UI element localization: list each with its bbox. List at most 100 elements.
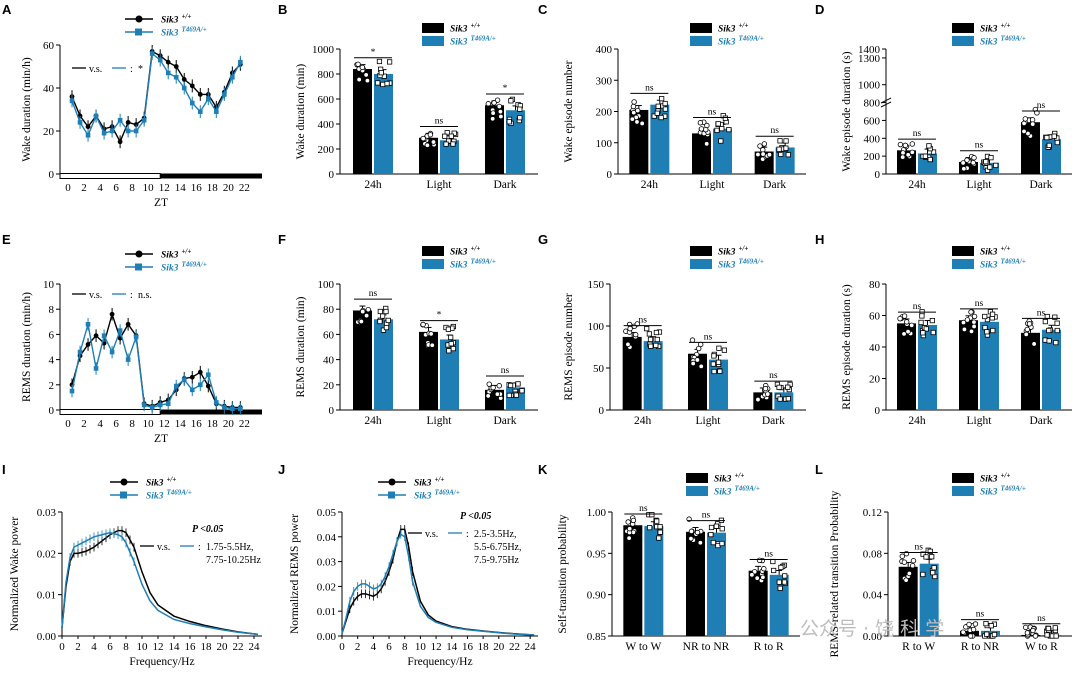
legend-swatch [952,246,974,256]
data-point [778,564,784,571]
data-point [657,529,663,535]
annotation-range: 7.75-10.25Hz [206,555,262,566]
data-point [1024,630,1031,636]
light-phase-bar [59,409,161,415]
data-point [991,631,998,638]
panel-label: E [2,232,11,247]
legend-swatch [422,246,444,256]
data-point [85,342,91,347]
x-category-label: NR to NR [683,641,730,653]
data-point [238,406,243,412]
data-point [491,100,497,106]
data-point [165,401,171,406]
x-tick-label: 12 [153,641,164,653]
data-point [1045,625,1052,632]
data-point [181,377,187,383]
data-point [651,113,657,119]
legend-marker [388,491,395,499]
legend-superscript: +/+ [470,22,480,30]
x-category-label: Light [967,415,993,427]
legend-label: Sik3 +/+ [714,472,744,485]
data-point [776,384,782,390]
data-point [653,342,659,349]
data-point [960,160,966,166]
panel-b: B 0 200 400 600 800 1000 Wake duration (min) 24h… [278,2,538,191]
data-point [117,117,123,123]
x-tick-label: 0 [65,418,71,430]
data-point [777,396,783,402]
data-point [230,74,235,80]
data-point [630,517,637,524]
significance-label: ns [708,107,717,117]
data-point [508,98,514,104]
y-tick-label: 0 [49,405,55,417]
data-point [513,392,519,398]
significance-label: * [503,84,508,94]
data-point [448,341,454,347]
legend-label: Sik3 T469A/+ [414,489,460,502]
legend-superscript: +/+ [166,476,176,484]
data-point [365,306,371,313]
data-point [694,357,701,363]
x-tick-label: 24 [525,641,537,653]
data-point [133,334,139,340]
data-point [1054,139,1060,146]
y-tick-label: 0.08 [863,548,883,560]
y-tick-label: 0 [49,169,55,181]
y-tick-label: 0.90 [587,590,607,602]
data-point [711,368,717,375]
legend-label: Sik3 T469A/+ [450,35,496,48]
data-point [708,524,715,531]
y-tick-label: 0 [607,169,613,181]
legend-superscript: +/+ [1000,245,1010,253]
y-tick-label: 0 [329,405,335,417]
x-category-label: Dark [1030,179,1053,191]
data-point [1052,314,1058,320]
x-tick-label: 2 [81,182,87,194]
data-point [451,130,457,136]
data-point [785,396,791,402]
x-tick-label: 0 [65,182,71,194]
significance-label: * [371,48,376,58]
data-point [927,548,933,554]
y-tick-label: 1.00 [587,507,607,519]
legend-superscript: T469A/+ [1000,35,1025,43]
data-point [697,540,704,546]
legend-label: Sik3 +/+ [146,476,176,489]
significance-label: ns [704,332,713,342]
y-axis-label: REMS episode number [563,293,575,400]
data-point [189,374,195,380]
y-tick-label: 0.95 [587,548,607,560]
legend-marker [120,491,127,499]
bar [898,566,918,636]
data-point [989,311,996,317]
data-point [698,126,705,132]
bar [897,323,916,410]
bar [623,525,643,636]
data-point [982,324,988,331]
legend-superscript: +/+ [734,472,744,480]
series-line [341,533,535,636]
x-tick-label: 22 [239,182,250,194]
legend-label: Sik3 +/+ [161,13,191,26]
bar [1021,634,1041,636]
data-point [659,96,665,102]
annotation-range: 2.5-3.5Hz, [474,529,517,540]
data-point [165,70,171,76]
legend-label: Sik3 T469A/+ [161,261,207,274]
data-point [497,108,504,115]
data-point [903,577,909,583]
y-tick-label: 6 [49,329,55,341]
data-point [1046,142,1052,149]
data-point [206,96,211,102]
data-point [929,554,935,560]
data-point [496,383,502,389]
data-point [714,127,720,133]
data-point [708,531,714,538]
y-tick-label: 600 [318,94,335,106]
data-point [971,155,977,161]
data-point [966,621,972,628]
data-point [971,323,977,330]
data-point [690,360,696,367]
data-point [964,317,971,323]
